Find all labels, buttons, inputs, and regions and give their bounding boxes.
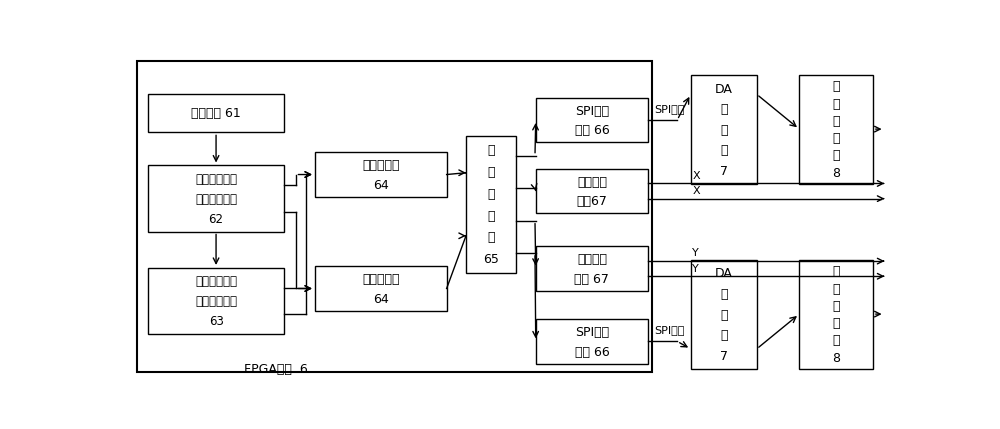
Text: 7: 7 bbox=[720, 350, 728, 363]
Bar bbox=[315, 266, 447, 311]
Text: 7: 7 bbox=[720, 165, 728, 178]
Text: 63: 63 bbox=[209, 315, 224, 329]
Text: 器: 器 bbox=[832, 149, 840, 163]
Text: 器: 器 bbox=[720, 144, 727, 157]
Text: 模块 67: 模块 67 bbox=[574, 273, 609, 286]
Text: X: X bbox=[692, 186, 700, 196]
Text: 通: 通 bbox=[832, 283, 840, 296]
Text: 转: 转 bbox=[720, 288, 727, 301]
Text: 模块 66: 模块 66 bbox=[575, 124, 609, 137]
Text: 弦: 弦 bbox=[487, 166, 495, 179]
Bar bbox=[148, 268, 284, 334]
Bar bbox=[148, 94, 284, 133]
Bar bbox=[466, 136, 516, 273]
Bar bbox=[799, 75, 873, 184]
Text: DA: DA bbox=[715, 82, 733, 96]
Text: 低: 低 bbox=[832, 265, 840, 278]
Text: SPI总线: SPI总线 bbox=[654, 104, 685, 114]
Text: 脉冲产生: 脉冲产生 bbox=[577, 254, 607, 266]
Text: 相位累加器: 相位累加器 bbox=[362, 159, 400, 172]
Bar bbox=[536, 246, 648, 291]
Text: 系统时钟 61: 系统时钟 61 bbox=[191, 107, 241, 120]
Text: 量: 量 bbox=[487, 210, 495, 223]
Text: 脉冲产生: 脉冲产生 bbox=[577, 176, 607, 189]
Text: FPGA芯片  6: FPGA芯片 6 bbox=[244, 363, 308, 376]
Text: Y: Y bbox=[692, 263, 699, 274]
Text: 表: 表 bbox=[487, 232, 495, 245]
Text: 换: 换 bbox=[720, 308, 727, 322]
Text: DA: DA bbox=[715, 268, 733, 281]
Text: 相位累加器: 相位累加器 bbox=[362, 273, 400, 286]
Text: 正弦波形频率: 正弦波形频率 bbox=[195, 275, 237, 288]
Text: 滤: 滤 bbox=[832, 300, 840, 313]
Bar bbox=[536, 169, 648, 213]
Text: 低: 低 bbox=[832, 80, 840, 93]
Text: 波: 波 bbox=[832, 317, 840, 330]
Bar bbox=[315, 152, 447, 197]
Text: 模块 66: 模块 66 bbox=[575, 345, 609, 359]
Text: SPI总线: SPI总线 bbox=[654, 326, 685, 335]
Text: 65: 65 bbox=[483, 253, 499, 266]
Text: 64: 64 bbox=[373, 179, 389, 192]
Text: 通: 通 bbox=[832, 97, 840, 111]
Bar bbox=[536, 98, 648, 142]
Text: 模块67: 模块67 bbox=[576, 195, 607, 208]
Text: SPI接口: SPI接口 bbox=[575, 326, 609, 339]
Text: Y: Y bbox=[692, 248, 699, 258]
Text: 8: 8 bbox=[832, 167, 840, 180]
Bar bbox=[799, 260, 873, 369]
Text: 正弦波形相位: 正弦波形相位 bbox=[195, 173, 237, 186]
Text: 8: 8 bbox=[832, 352, 840, 365]
Text: 换: 换 bbox=[720, 124, 727, 136]
Bar bbox=[691, 75, 757, 184]
Bar bbox=[137, 61, 652, 372]
Text: 64: 64 bbox=[373, 293, 389, 305]
Text: 62: 62 bbox=[209, 213, 224, 226]
Text: 时钟产生模块: 时钟产生模块 bbox=[195, 193, 237, 206]
Text: 时钟产生模块: 时钟产生模块 bbox=[195, 296, 237, 308]
Bar bbox=[691, 260, 757, 369]
Text: SPI接口: SPI接口 bbox=[575, 105, 609, 118]
Text: 向: 向 bbox=[487, 188, 495, 201]
Text: 滤: 滤 bbox=[832, 115, 840, 128]
Text: 器: 器 bbox=[832, 335, 840, 347]
Text: 器: 器 bbox=[720, 329, 727, 342]
Bar bbox=[536, 319, 648, 364]
Text: 正: 正 bbox=[487, 145, 495, 157]
Bar bbox=[148, 166, 284, 232]
Text: 转: 转 bbox=[720, 103, 727, 116]
Text: X: X bbox=[692, 171, 700, 181]
Text: 波: 波 bbox=[832, 132, 840, 145]
